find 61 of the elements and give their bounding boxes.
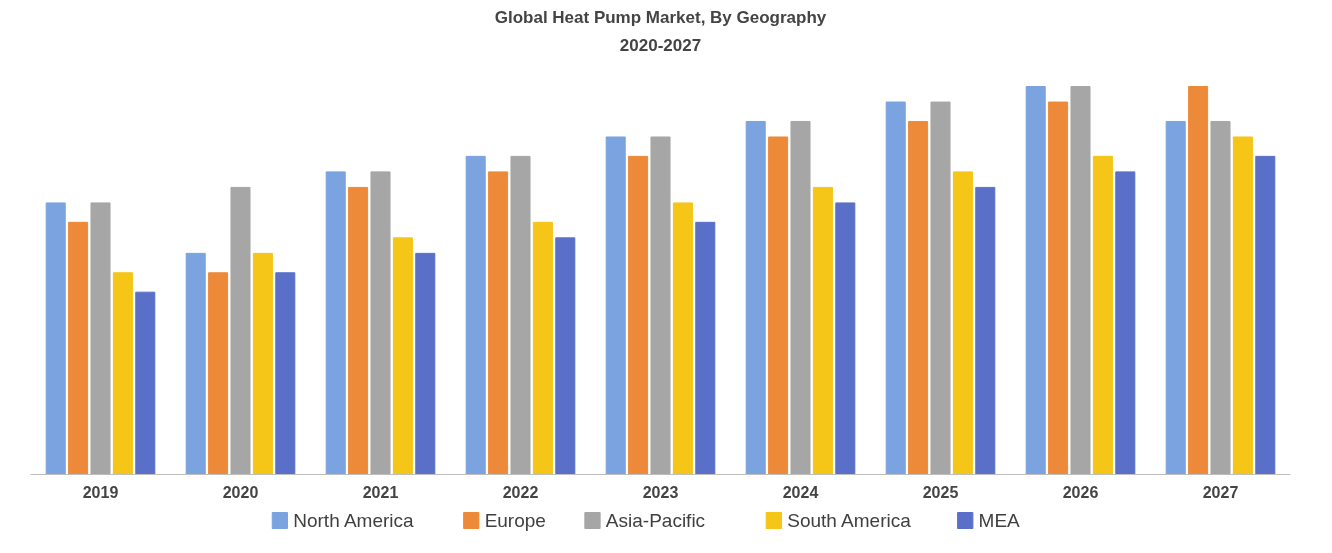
bar bbox=[1115, 171, 1136, 475]
x-tick-label: 2025 bbox=[922, 483, 959, 501]
bar bbox=[112, 272, 133, 475]
bar bbox=[252, 252, 273, 475]
bar bbox=[745, 120, 766, 475]
bar bbox=[392, 237, 413, 475]
x-tick-label: 2023 bbox=[642, 483, 679, 501]
chart-subtitle: 2020-2027 bbox=[619, 35, 702, 55]
bar bbox=[768, 136, 789, 475]
bar bbox=[135, 291, 156, 475]
bar bbox=[68, 221, 89, 475]
bar bbox=[45, 202, 66, 475]
bar bbox=[185, 252, 206, 475]
x-tick-label: 2022 bbox=[502, 483, 539, 501]
legend-label: Asia-Pacific bbox=[605, 510, 706, 531]
bar bbox=[628, 155, 649, 475]
bar bbox=[835, 202, 856, 475]
chart-title: Global Heat Pump Market, By Geography bbox=[494, 7, 827, 27]
legend-label: MEA bbox=[978, 510, 1021, 531]
bar bbox=[1092, 155, 1113, 475]
bar bbox=[930, 101, 951, 475]
x-tick-label: 2026 bbox=[1062, 483, 1099, 501]
bar bbox=[908, 120, 929, 475]
x-tick-label: 2024 bbox=[782, 483, 819, 501]
bar bbox=[510, 155, 531, 475]
bar bbox=[812, 186, 833, 475]
bar bbox=[605, 136, 626, 475]
bar bbox=[348, 186, 369, 475]
bar bbox=[275, 272, 296, 475]
bar bbox=[465, 155, 486, 475]
bar bbox=[1165, 120, 1186, 475]
x-tick-label: 2020 bbox=[222, 483, 259, 501]
x-tick-label: 2027 bbox=[1202, 483, 1239, 501]
bar bbox=[532, 221, 553, 475]
bar bbox=[1048, 101, 1069, 475]
x-tick-label: 2021 bbox=[362, 483, 399, 501]
bar bbox=[650, 136, 671, 475]
bar bbox=[975, 186, 996, 475]
bar bbox=[1210, 120, 1231, 475]
legend-label: Europe bbox=[484, 510, 546, 531]
bar bbox=[1070, 86, 1091, 475]
bar bbox=[1255, 155, 1276, 475]
bar bbox=[952, 171, 973, 475]
legend-label: South America bbox=[787, 510, 912, 531]
legend-label: North America bbox=[293, 510, 415, 531]
bar bbox=[885, 101, 906, 475]
bar bbox=[208, 272, 229, 475]
bar bbox=[370, 171, 391, 475]
bar bbox=[325, 171, 346, 475]
bar bbox=[672, 202, 693, 475]
x-tick-label: 2019 bbox=[82, 483, 119, 501]
bar bbox=[230, 186, 251, 475]
bar bbox=[555, 237, 576, 475]
bar bbox=[488, 171, 509, 475]
bar bbox=[695, 221, 716, 475]
bar bbox=[1188, 86, 1209, 475]
bar bbox=[790, 120, 811, 475]
bar bbox=[1025, 86, 1046, 475]
bar bbox=[415, 252, 436, 475]
bar bbox=[1232, 136, 1253, 475]
bar bbox=[90, 202, 111, 475]
